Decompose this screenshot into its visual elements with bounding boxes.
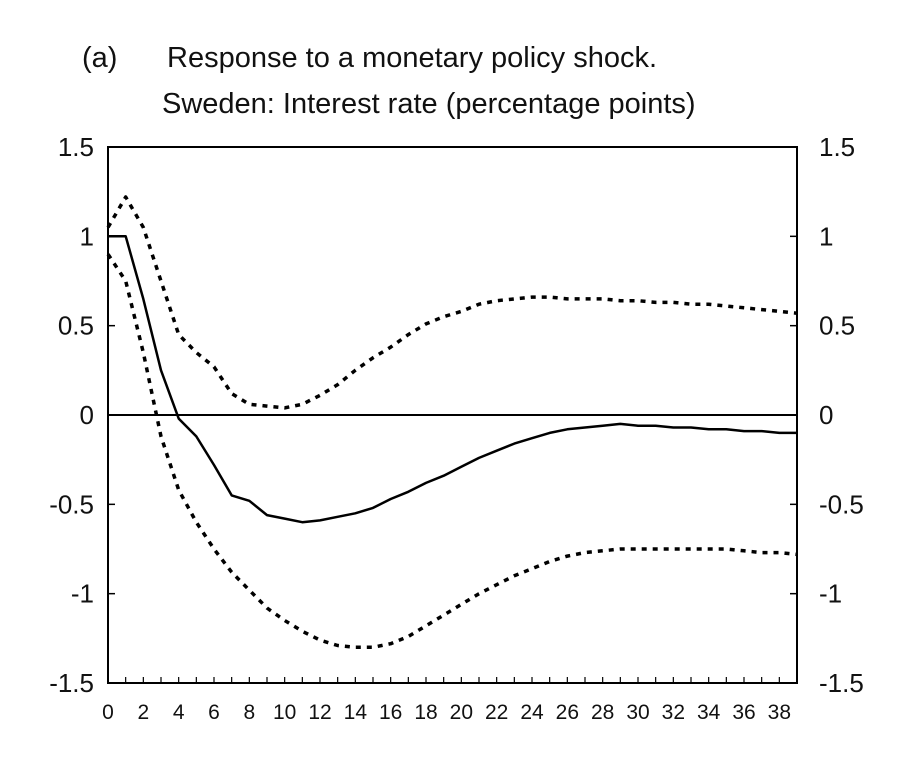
x-tick-label: 18 bbox=[414, 701, 437, 724]
y-tick-label-left: -1.5 bbox=[49, 668, 94, 698]
x-tick-label: 32 bbox=[662, 701, 685, 724]
x-tick-label: 16 bbox=[379, 701, 402, 724]
x-tick-label: 36 bbox=[732, 701, 755, 724]
y-tick-label-left: 1 bbox=[80, 221, 94, 251]
y-tick-label-right: 0 bbox=[819, 400, 833, 430]
y-tick-label-left: -1 bbox=[71, 579, 94, 609]
upper-confidence-band bbox=[106, 195, 798, 410]
x-tick-label: 12 bbox=[308, 701, 331, 724]
x-tick-label: 22 bbox=[485, 701, 508, 724]
response-line bbox=[108, 235, 797, 524]
y-tick-label-right: 1 bbox=[819, 221, 833, 251]
x-tick-label: 2 bbox=[137, 701, 149, 724]
y-tick-label-left: 1.5 bbox=[58, 132, 94, 162]
chart-title: Response to a monetary policy shock. bbox=[167, 42, 658, 74]
x-tick-label: 30 bbox=[626, 701, 649, 724]
x-tick-label: 20 bbox=[450, 701, 473, 724]
x-tick-label: 24 bbox=[520, 701, 544, 724]
y-tick-label-right: -1.5 bbox=[819, 668, 864, 698]
y-tick-label-left: 0 bbox=[80, 400, 94, 430]
y-tick-label-left: 0.5 bbox=[58, 311, 94, 341]
x-tick-label: 28 bbox=[591, 701, 614, 724]
x-tick-label: 34 bbox=[697, 701, 721, 724]
y-tick-label-right: -1 bbox=[819, 579, 842, 609]
y-tick-label-right: -0.5 bbox=[819, 489, 864, 519]
x-tick-label: 6 bbox=[208, 701, 220, 724]
y-tick-label-left: -0.5 bbox=[49, 489, 94, 519]
x-tick-label: 14 bbox=[344, 701, 368, 724]
y-tick-label-right: 1.5 bbox=[819, 132, 855, 162]
panel-label: (a) bbox=[82, 42, 118, 74]
y-tick-label-right: 0.5 bbox=[819, 311, 855, 341]
chart-subtitle: Sweden: Interest rate (percentage points… bbox=[162, 88, 696, 120]
x-tick-label: 10 bbox=[273, 701, 296, 724]
x-tick-label: 38 bbox=[768, 701, 791, 724]
x-tick-label: 4 bbox=[173, 701, 185, 724]
x-tick-label: 26 bbox=[556, 701, 579, 724]
lower-confidence-band bbox=[106, 253, 798, 650]
x-tick-label: 0 bbox=[102, 701, 114, 724]
x-tick-label: 8 bbox=[243, 701, 255, 724]
chart-titles: (a) Response to a monetary policy shock.… bbox=[0, 0, 910, 140]
